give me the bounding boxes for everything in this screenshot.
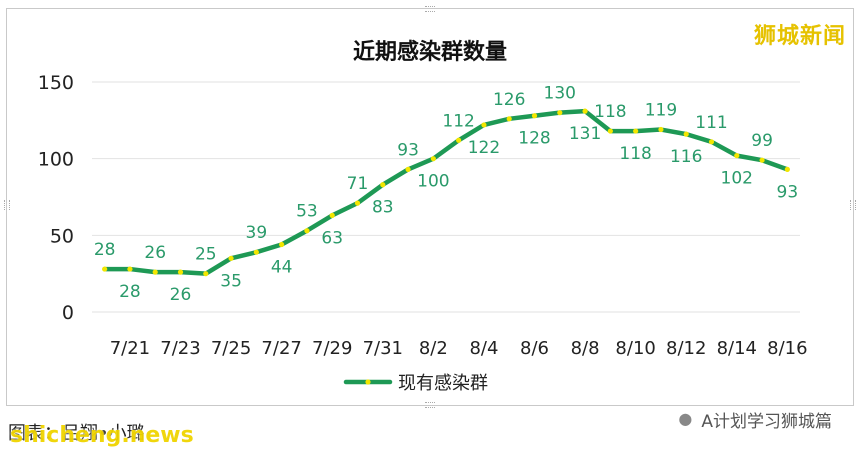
legend-label: 现有感染群: [398, 373, 488, 394]
data-label: 28: [94, 240, 116, 260]
data-point: [506, 116, 512, 122]
chart-credit: 图表：吕翔•小璐: [8, 423, 145, 444]
data-label: 53: [296, 202, 318, 222]
data-label: 131: [569, 124, 601, 144]
legend-swatch-marker: [365, 379, 371, 385]
data-label: 122: [468, 138, 500, 158]
data-label: 99: [751, 131, 773, 151]
data-label: 118: [619, 144, 651, 164]
data-point: [102, 266, 108, 272]
data-label: 26: [144, 243, 166, 263]
resize-handle-top[interactable]: [425, 6, 435, 12]
x-tick-label: 7/31: [363, 338, 403, 359]
data-point: [279, 241, 285, 248]
data-point: [177, 269, 184, 275]
data-point: [734, 153, 740, 159]
data-point: [784, 166, 790, 172]
data-point: [228, 255, 234, 261]
data-point: [253, 249, 259, 255]
x-tick-label: 7/25: [211, 338, 251, 359]
data-point: [329, 212, 335, 218]
data-point: [127, 266, 133, 272]
resize-handle-right[interactable]: [850, 200, 856, 210]
data-label: 44: [271, 258, 293, 278]
data-point: [304, 228, 310, 234]
y-tick-label: 150: [38, 72, 74, 94]
data-label: 100: [417, 172, 449, 192]
x-tick-label: 8/10: [615, 338, 655, 359]
x-tick-label: 7/29: [312, 338, 352, 359]
site-watermark: shicheng.news: [10, 423, 194, 448]
data-point: [430, 156, 436, 162]
chart-title: 近期感染群数量: [352, 40, 507, 65]
data-point: [633, 128, 639, 134]
data-point: [658, 126, 664, 133]
x-tick-label: 7/23: [160, 338, 200, 359]
data-label: 71: [347, 174, 369, 194]
data-label: 63: [321, 228, 343, 248]
data-label: 39: [246, 223, 268, 243]
data-label: 128: [518, 129, 550, 149]
data-point: [354, 200, 361, 206]
resize-handle-left[interactable]: [4, 200, 10, 210]
data-point: [456, 137, 462, 143]
data-label: 83: [372, 198, 394, 218]
data-label: 93: [777, 182, 799, 202]
data-label: 111: [695, 113, 727, 133]
x-tick-label: 8/8: [571, 338, 600, 359]
data-point: [759, 157, 765, 163]
data-point: [708, 139, 715, 145]
data-label: 130: [544, 84, 576, 104]
data-label: 28: [119, 282, 141, 302]
brand-logo: 狮城新闻: [753, 24, 846, 49]
data-label: 93: [397, 140, 419, 160]
data-point: [380, 182, 386, 188]
data-label: 26: [170, 285, 192, 305]
data-point: [481, 122, 487, 128]
data-point: [582, 108, 588, 114]
x-tick-label: 8/2: [419, 338, 448, 359]
x-tick-label: 8/6: [520, 338, 549, 359]
data-point: [405, 166, 411, 172]
account-name: A计划学习狮城篇: [701, 411, 832, 432]
series-line: [102, 108, 790, 276]
data-label: 102: [721, 169, 753, 189]
x-tick-label: 8/4: [469, 338, 498, 359]
account-tag: ● A计划学习狮城篇: [675, 407, 832, 432]
data-point: [607, 128, 613, 134]
data-label: 119: [645, 101, 677, 121]
data-label: 118: [594, 102, 626, 122]
data-point: [557, 110, 563, 116]
data-label: 126: [493, 90, 525, 110]
chart-frame: [6, 8, 854, 406]
data-label: 116: [670, 147, 702, 167]
data-label: 35: [220, 271, 242, 291]
x-tick-label: 8/16: [767, 338, 807, 359]
x-tick-label: 8/14: [717, 338, 757, 359]
data-point: [203, 271, 209, 277]
data-point: [531, 113, 538, 119]
data-label: 112: [442, 111, 474, 131]
y-tick-label: 0: [62, 302, 74, 324]
wechat-icon: ●: [678, 409, 693, 428]
x-tick-label: 8/12: [666, 338, 706, 359]
y-tick-label: 50: [50, 225, 74, 247]
y-tick-label: 100: [38, 149, 74, 171]
data-point: [152, 269, 158, 275]
line-chart: 0 50 100 150 7/21 7/23 7/25 7/27 7/29 7/31 8/2 8/4 8…: [38, 72, 808, 394]
resize-handle-bottom[interactable]: [425, 402, 435, 408]
data-point: [683, 131, 689, 137]
x-tick-label: 7/27: [261, 338, 301, 359]
x-tick-label: 7/21: [110, 338, 150, 359]
data-label: 25: [195, 245, 217, 265]
